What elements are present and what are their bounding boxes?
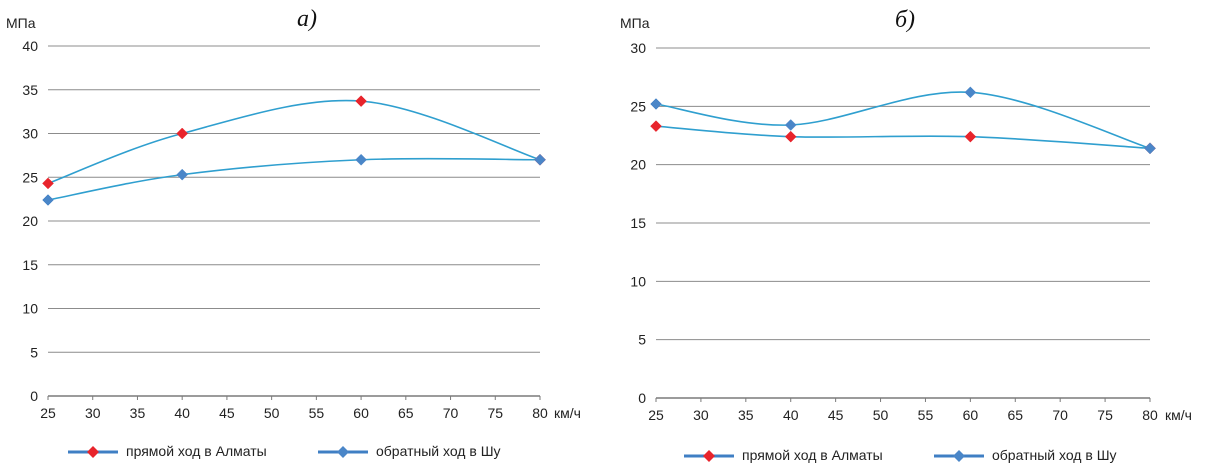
- x-tick-label: 75: [487, 405, 503, 421]
- x-tick-label: 45: [828, 407, 844, 423]
- x-tick-label: 50: [873, 407, 889, 423]
- x-tick-label: 50: [264, 405, 280, 421]
- series-line-1: [655, 91, 1151, 150]
- x-tick-label: 25: [40, 405, 56, 421]
- data-point-marker: [42, 177, 54, 190]
- x-tick-label: 55: [918, 407, 934, 423]
- y-tick-label: 20: [630, 157, 646, 173]
- x-tick-label: 30: [693, 407, 709, 423]
- x-tick-label: 80: [1142, 407, 1158, 423]
- x-axis-unit: км/ч: [1165, 407, 1192, 423]
- y-tick-label: 0: [638, 390, 646, 406]
- y-axis-unit: МПа: [6, 15, 36, 31]
- x-tick-label: 30: [85, 405, 101, 421]
- y-tick-label: 5: [638, 332, 646, 348]
- panel-title: а): [297, 6, 317, 32]
- x-tick-label: 70: [443, 405, 459, 421]
- x-tick-label: 35: [130, 405, 146, 421]
- legend-label: прямой ход в Алматы: [742, 447, 883, 463]
- legend-marker: [87, 446, 99, 458]
- legend-marker: [703, 450, 715, 462]
- chart-panel-b: 0 5 10 15 20 25 30 25 30 35 40 45 50 55 60 65 70 75 80 МПа к…: [620, 7, 1192, 463]
- x-tick-label: 55: [309, 405, 325, 421]
- data-point-marker: [964, 86, 977, 99]
- x-tick-label: 40: [174, 405, 190, 421]
- y-tick-label: 30: [630, 40, 646, 56]
- x-tick-label: 70: [1052, 407, 1068, 423]
- y-axis-unit: МПа: [620, 15, 650, 31]
- legend-label: прямой ход в Алматы: [126, 443, 267, 459]
- x-tick-label: 35: [738, 407, 754, 423]
- data-point-marker: [650, 120, 662, 133]
- y-tick-label: 0: [30, 388, 38, 404]
- data-point-marker: [176, 127, 189, 140]
- x-axis-unit: км/ч: [554, 405, 581, 421]
- y-tick-label: 5: [30, 344, 38, 360]
- data-point-marker: [176, 168, 189, 181]
- y-tick-label: 40: [22, 38, 38, 54]
- y-tick-label: 30: [22, 126, 38, 142]
- x-tick-label: 80: [532, 405, 548, 421]
- data-point-marker: [534, 153, 546, 166]
- data-point-marker: [355, 153, 367, 166]
- x-tick-label: 40: [783, 407, 799, 423]
- y-tick-label: 10: [630, 273, 646, 289]
- x-tick-label: 75: [1097, 407, 1113, 423]
- data-point-marker: [355, 95, 367, 107]
- legend-marker: [337, 446, 349, 458]
- x-tick-label: 45: [219, 405, 235, 421]
- data-point-marker: [1144, 142, 1156, 155]
- data-point-marker: [784, 130, 797, 143]
- data-point-marker: [42, 194, 54, 206]
- data-point-marker: [650, 98, 662, 110]
- y-tick-label: 25: [630, 98, 646, 114]
- x-tick-label: 25: [648, 407, 664, 423]
- legend-label: обратный ход в Шу: [376, 443, 501, 459]
- y-tick-label: 15: [22, 257, 38, 273]
- y-tick-label: 10: [22, 301, 38, 317]
- x-tick-label: 60: [963, 407, 979, 423]
- y-tick-label: 20: [22, 213, 38, 229]
- y-tick-label: 15: [630, 215, 646, 231]
- chart-panel-a: 0 5 10 15 20 25 30 35 40 25 30 35 40 45 50 55 60 65 70 75 80…: [6, 6, 581, 459]
- data-point-marker: [964, 130, 977, 143]
- data-point-marker: [784, 119, 797, 131]
- legend-label: обратный ход в Шу: [992, 447, 1117, 463]
- legend-marker: [953, 450, 965, 462]
- series-line-1: [47, 157, 541, 201]
- y-tick-label: 25: [22, 169, 38, 185]
- series-line-0: [47, 99, 541, 185]
- x-tick-label: 60: [353, 405, 369, 421]
- panel-title: б): [895, 7, 915, 33]
- y-tick-label: 35: [22, 82, 38, 98]
- x-tick-label: 65: [398, 405, 414, 421]
- series-line-0: [655, 125, 1151, 150]
- x-tick-label: 65: [1007, 407, 1023, 423]
